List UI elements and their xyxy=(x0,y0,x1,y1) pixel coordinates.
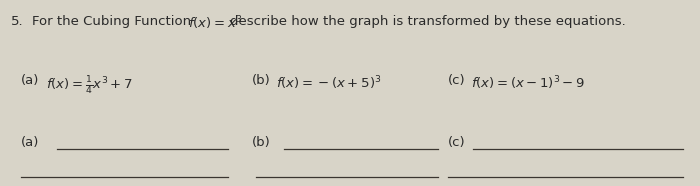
Text: $f(x)=-(x+5)^3$: $f(x)=-(x+5)^3$ xyxy=(276,74,382,92)
Text: (c): (c) xyxy=(448,136,466,149)
Text: $f(x)=x^3$: $f(x)=x^3$ xyxy=(188,15,242,33)
Text: (b): (b) xyxy=(252,74,271,87)
Text: $f(x)=(x-1)^3-9$: $f(x)=(x-1)^3-9$ xyxy=(471,74,585,92)
Text: (a): (a) xyxy=(21,74,39,87)
Text: describe how the graph is transformed by these equations.: describe how the graph is transformed by… xyxy=(230,15,625,28)
Text: For the Cubing Function: For the Cubing Function xyxy=(32,15,190,28)
Text: 5.: 5. xyxy=(10,15,23,28)
Text: (c): (c) xyxy=(448,74,466,87)
Text: $f(x)=\frac{1}{4}x^3+7$: $f(x)=\frac{1}{4}x^3+7$ xyxy=(46,74,132,97)
Text: (a): (a) xyxy=(21,136,39,149)
Text: (b): (b) xyxy=(252,136,271,149)
